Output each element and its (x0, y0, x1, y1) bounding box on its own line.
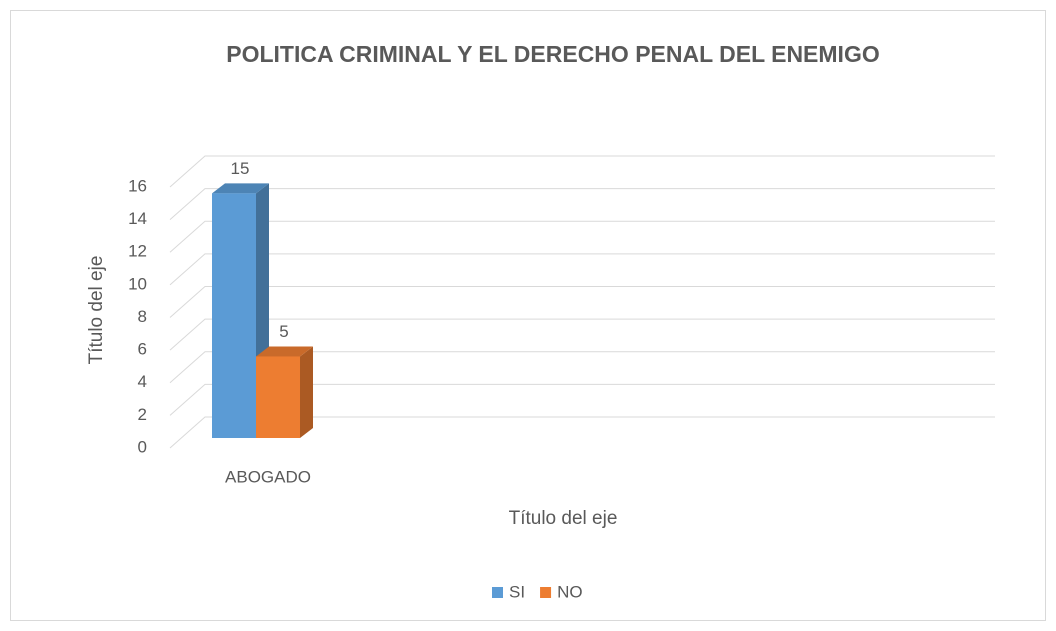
bar-top (212, 183, 269, 194)
y-tick-label: 2 (138, 405, 147, 424)
bar (212, 193, 256, 438)
y-axis-title: Título del eje (86, 256, 107, 365)
grid-line (169, 318, 995, 351)
y-tick-label: 6 (138, 340, 147, 359)
legend-swatch (492, 587, 503, 598)
y-tick-label: 12 (128, 242, 147, 261)
chart-title: POLITICA CRIMINAL Y EL DERECHO PENAL DEL… (226, 41, 879, 67)
grid-line (169, 286, 995, 318)
grid-line (169, 188, 995, 220)
y-tick-label: 8 (138, 307, 147, 326)
y-tick-label: 16 (128, 176, 147, 195)
bar (256, 356, 300, 438)
grid-line (169, 253, 995, 286)
y-tick-label: 4 (138, 372, 147, 391)
x-tick-label: ABOGADO (225, 467, 311, 486)
grid-line (169, 220, 995, 253)
chart-border (10, 10, 1046, 621)
data-label: 5 (279, 322, 288, 341)
grid-line (169, 416, 995, 449)
legend-swatch (540, 587, 552, 598)
y-tick-label: 10 (128, 274, 147, 293)
data-label: 15 (231, 159, 250, 178)
legend-label: SI (509, 582, 525, 601)
y-tick-label: 14 (128, 209, 147, 228)
bar-side (300, 346, 313, 438)
grid-line (169, 155, 995, 188)
bar-top (256, 346, 313, 357)
grid-line (169, 383, 995, 416)
y-tick-label: 0 (138, 437, 147, 456)
x-axis-title: Título del eje (509, 508, 618, 529)
grid-line (169, 351, 995, 384)
legend-label: NO (557, 582, 583, 601)
